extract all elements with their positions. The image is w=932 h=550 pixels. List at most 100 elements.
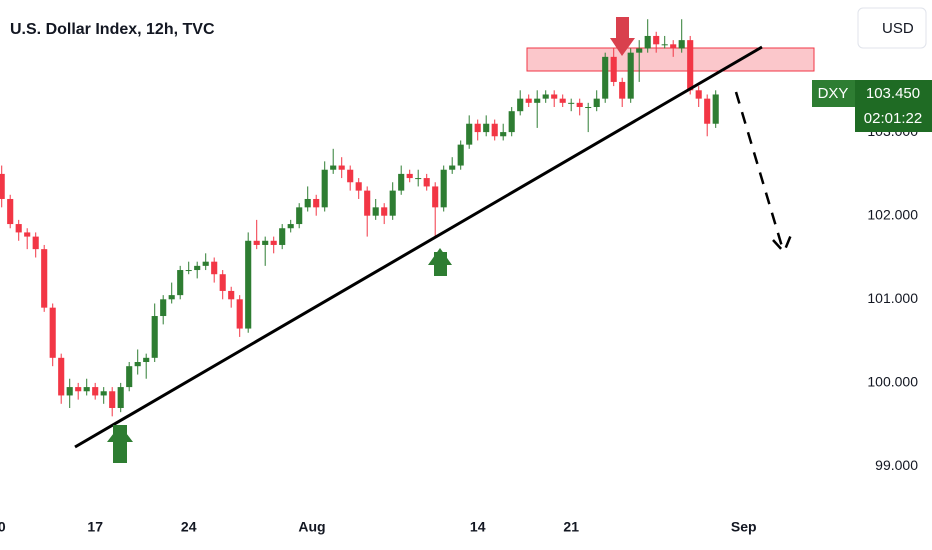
down-arrow bbox=[610, 17, 635, 56]
candle-body bbox=[542, 94, 549, 99]
candle-body bbox=[253, 240, 260, 245]
currency-button-box[interactable] bbox=[857, 7, 927, 49]
candle-body bbox=[134, 362, 141, 367]
candle-body bbox=[194, 265, 201, 271]
candle-body bbox=[100, 391, 107, 396]
candle-body bbox=[678, 40, 685, 49]
candle-body bbox=[644, 35, 651, 49]
candle-body bbox=[568, 102, 575, 104]
candle-body bbox=[66, 387, 73, 396]
candle-body bbox=[177, 270, 184, 296]
projection-arrow bbox=[734, 91, 795, 255]
symbol-label: DXY bbox=[818, 85, 849, 102]
candle-body bbox=[83, 387, 90, 392]
candle-body bbox=[270, 240, 277, 245]
symbol-box bbox=[812, 80, 855, 107]
candle-body bbox=[321, 169, 328, 208]
candle-body bbox=[296, 207, 303, 225]
up-arrow bbox=[428, 248, 452, 276]
candle-body bbox=[287, 224, 294, 229]
candle-body bbox=[423, 178, 430, 187]
candle-body bbox=[627, 52, 634, 99]
x-tick-label: Sep bbox=[731, 519, 757, 535]
candles bbox=[0, 19, 719, 417]
x-tick-label: 21 bbox=[563, 519, 579, 535]
candle-body bbox=[219, 274, 226, 291]
last-price-label: 103.450 bbox=[866, 85, 920, 102]
candle-body bbox=[211, 261, 218, 275]
candle-body bbox=[491, 123, 498, 137]
candle-body bbox=[415, 178, 422, 180]
currency-button[interactable]: USD bbox=[857, 7, 927, 49]
candle-body bbox=[619, 81, 626, 99]
candle-body bbox=[117, 387, 124, 408]
candle-body bbox=[585, 107, 592, 109]
candle-body bbox=[245, 240, 252, 329]
candle-body bbox=[389, 190, 396, 216]
candle-body bbox=[7, 198, 14, 225]
candle-body bbox=[500, 132, 507, 137]
candle-body bbox=[58, 357, 65, 396]
last-price-box bbox=[855, 80, 932, 132]
candle-body bbox=[347, 169, 354, 183]
candle-body bbox=[0, 173, 5, 199]
y-tick-label: 99.000 bbox=[875, 457, 918, 473]
x-tick-label: 0 bbox=[0, 519, 6, 535]
up-arrow bbox=[107, 425, 133, 463]
candle-body bbox=[602, 56, 609, 99]
candle-body bbox=[151, 316, 158, 358]
candle-body bbox=[593, 98, 600, 108]
candle-body bbox=[160, 299, 167, 317]
candle-body bbox=[126, 366, 133, 388]
y-tick-label: 102.000 bbox=[867, 206, 918, 222]
candle-body bbox=[75, 387, 82, 392]
candle-body bbox=[15, 224, 22, 233]
candle-body bbox=[432, 186, 439, 208]
candle-body bbox=[381, 207, 388, 216]
candle-body bbox=[262, 240, 269, 245]
trend-line bbox=[74, 45, 763, 449]
candle-body bbox=[457, 144, 464, 166]
candle-body bbox=[474, 123, 481, 133]
currency-label[interactable]: USD bbox=[882, 20, 914, 37]
candle-body bbox=[355, 182, 362, 191]
resistance-zone bbox=[526, 47, 815, 72]
candle-body bbox=[449, 165, 456, 170]
candle-body bbox=[670, 44, 677, 49]
candle-body bbox=[313, 198, 320, 208]
candle-body bbox=[168, 295, 175, 300]
candle-body bbox=[32, 236, 39, 250]
x-axis: 0 17 24 Aug 14 21 Sep bbox=[0, 519, 757, 535]
x-tick-label: 14 bbox=[470, 519, 486, 535]
y-tick-label: 100.000 bbox=[867, 374, 918, 390]
candle-body bbox=[636, 48, 643, 53]
candle-body bbox=[534, 98, 541, 103]
x-tick-label: Aug bbox=[298, 519, 325, 535]
candle-body bbox=[92, 387, 99, 396]
candle-body bbox=[109, 391, 116, 408]
candle-body bbox=[712, 94, 719, 124]
candle-body bbox=[687, 40, 694, 91]
candle-body bbox=[228, 290, 235, 300]
candle-body bbox=[559, 98, 566, 103]
x-tick-label: 24 bbox=[181, 519, 197, 535]
candle-body bbox=[398, 173, 405, 191]
candle-body bbox=[483, 123, 490, 133]
candle-body bbox=[49, 307, 56, 358]
candle-body bbox=[551, 94, 558, 99]
chart-title: U.S. Dollar Index, 12h, TVC bbox=[10, 21, 215, 38]
countdown-label: 02:01:22 bbox=[864, 110, 922, 127]
candle-body bbox=[185, 270, 192, 272]
candle-body bbox=[576, 102, 583, 108]
candle-body bbox=[304, 198, 311, 208]
candle-body bbox=[24, 232, 31, 237]
candle-body bbox=[406, 173, 413, 179]
candle-body bbox=[466, 123, 473, 145]
candle-body bbox=[143, 357, 150, 363]
candle-body bbox=[338, 165, 345, 170]
candle-body bbox=[236, 299, 243, 329]
annotations bbox=[526, 47, 815, 72]
y-tick-label: 101.000 bbox=[867, 290, 918, 306]
